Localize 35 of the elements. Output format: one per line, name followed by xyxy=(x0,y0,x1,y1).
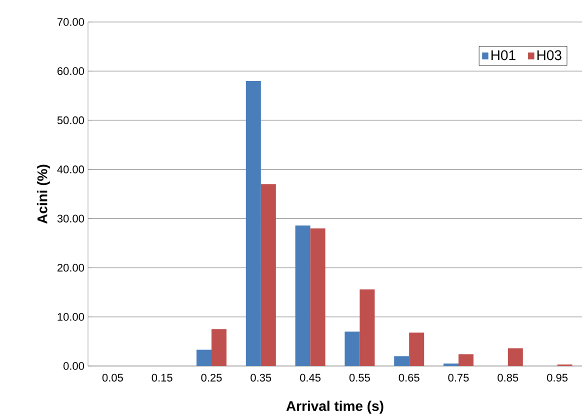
bar xyxy=(196,350,212,366)
bar xyxy=(458,354,474,366)
x-tick-label: 0.35 xyxy=(250,374,272,382)
bar xyxy=(394,356,410,366)
bar xyxy=(508,348,523,366)
bar xyxy=(246,80,261,366)
y-tick-label: 50.00 xyxy=(57,116,84,124)
bar xyxy=(212,329,226,366)
bar xyxy=(344,332,360,366)
y-tick-label: 10.00 xyxy=(58,312,84,321)
x-tick-label: 0.25 xyxy=(201,374,222,382)
x-tick-label: 0.15 xyxy=(152,374,172,382)
x-tick-label: 0.05 xyxy=(102,374,123,382)
y-tick-label: 40.00 xyxy=(57,166,84,174)
x-tick-label: 0.85 xyxy=(498,374,518,382)
x-tick-label: 0.55 xyxy=(349,374,370,382)
y-tick-label: 60.00 xyxy=(58,67,84,76)
y-axis-title: Acini (%) xyxy=(37,164,50,224)
legend-label: H01 xyxy=(492,50,516,60)
y-tick-label: 0.00 xyxy=(63,362,84,370)
bar xyxy=(310,228,326,366)
y-tick-label: 30.00 xyxy=(57,214,84,222)
bar xyxy=(260,184,276,366)
y-tick-label: 20.00 xyxy=(57,264,84,272)
y-tick-label: 70.00 xyxy=(58,18,84,26)
x-tick-label: 0.75 xyxy=(448,374,469,382)
bar xyxy=(360,289,375,366)
bar xyxy=(409,332,424,366)
bar xyxy=(295,225,310,366)
legend-label: H03 xyxy=(537,50,562,60)
x-tick-label: 0.65 xyxy=(398,374,420,382)
x-axis-title: Arrival time (s) xyxy=(286,400,384,414)
bar xyxy=(444,364,459,366)
x-tick-label: 0.45 xyxy=(300,374,321,382)
x-tick-label: 0.95 xyxy=(547,374,568,382)
